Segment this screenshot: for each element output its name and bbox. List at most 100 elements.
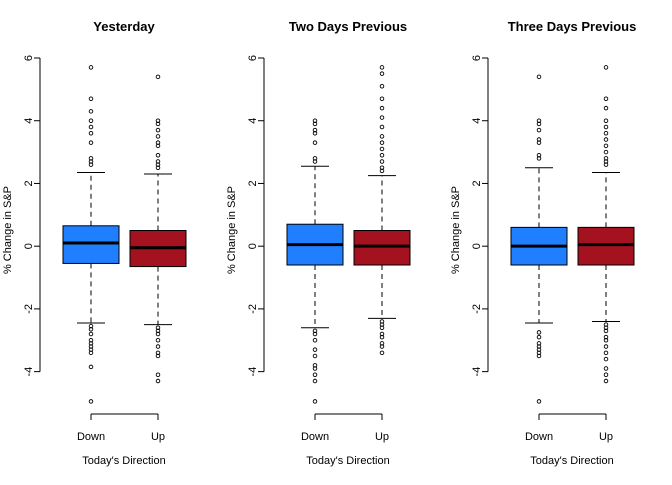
outlier-point [379, 65, 385, 70]
outlier-point [155, 331, 161, 337]
y-tick-label: -4 [471, 367, 483, 377]
outlier-point [88, 331, 94, 337]
outlier-point [536, 74, 542, 80]
outlier-point [379, 319, 385, 324]
outlier-point [88, 344, 94, 349]
outlier-point [88, 118, 94, 123]
outlier-point [603, 334, 609, 340]
outlier-point [379, 124, 385, 130]
y-tick-label: -2 [471, 304, 483, 314]
outlier-point [155, 121, 161, 127]
outlier-point [155, 152, 161, 158]
outlier-point [536, 118, 542, 123]
outlier-point [379, 325, 385, 330]
y-tick-label: 4 [247, 118, 259, 124]
iqr-box [353, 230, 411, 266]
outlier-point [603, 118, 609, 123]
outlier-point [312, 331, 318, 337]
outlier-point [603, 325, 609, 330]
y-tick-label: -2 [23, 304, 35, 314]
y-tick-label: -2 [247, 304, 259, 314]
y-tick-label: 0 [247, 243, 259, 249]
outlier-point [88, 323, 94, 329]
outlier-point [536, 121, 542, 127]
outlier-point [536, 156, 542, 161]
outlier-point [312, 159, 318, 164]
outlier-point [312, 131, 318, 136]
outlier-point [603, 338, 609, 343]
outlier-point [155, 159, 161, 164]
outlier-point [88, 162, 94, 167]
outlier-point [312, 366, 318, 371]
outlier-point [603, 344, 609, 349]
outlier-point [536, 399, 542, 404]
x-tick-label: Down [301, 431, 329, 443]
y-tick-label: 2 [247, 180, 259, 186]
iqr-box [62, 225, 120, 264]
outlier-point [603, 156, 609, 161]
outlier-point [88, 156, 94, 161]
outlier-point [603, 105, 609, 111]
outlier-point [536, 330, 542, 335]
outlier-point [88, 159, 94, 164]
outlier-point [312, 121, 318, 127]
box-up [353, 65, 411, 356]
outlier-point [155, 127, 161, 133]
y-tick-label: 6 [471, 55, 483, 61]
outlier-point [603, 96, 609, 102]
outlier-point [155, 372, 161, 378]
outlier-point [312, 338, 318, 343]
outlier-point [379, 165, 385, 171]
outlier-point [155, 328, 161, 334]
outlier-point [379, 344, 385, 349]
outlier-point [155, 165, 161, 171]
outlier-point [536, 341, 542, 346]
box-up [577, 65, 635, 384]
outlier-point [379, 105, 385, 111]
y-tick-label: -4 [23, 367, 35, 377]
outlier-point [379, 115, 385, 120]
panel-title: Two Days Previous [289, 19, 407, 34]
outlier-point [155, 143, 161, 149]
outlier-point [88, 131, 94, 136]
outlier-point [312, 372, 318, 378]
outlier-point [155, 118, 161, 123]
outlier-point [312, 127, 318, 133]
outlier-point [88, 399, 94, 404]
outlier-point [312, 378, 318, 384]
x-tick-label: Up [375, 431, 389, 443]
outlier-point [155, 325, 161, 330]
outlier-point [312, 353, 318, 359]
outlier-point [536, 347, 542, 352]
outlier-point [603, 131, 609, 136]
outlier-point [155, 353, 161, 359]
outlier-point [536, 140, 542, 145]
box-up [129, 74, 187, 384]
x-axis-label: Today's Direction [306, 455, 389, 467]
outlier-point [312, 399, 318, 404]
y-tick-label: 0 [471, 243, 483, 249]
y-tick-label: 6 [247, 55, 259, 61]
outlier-point [312, 363, 318, 368]
outlier-point [603, 372, 609, 378]
panel-title: Three Days Previous [508, 19, 637, 34]
outlier-point [155, 338, 161, 343]
y-axis-label: % Change in S&P [450, 186, 462, 274]
y-tick-label: 2 [471, 180, 483, 186]
outlier-point [312, 347, 318, 352]
panel-title: Yesterday [93, 19, 155, 34]
x-tick-label: Up [599, 431, 613, 443]
outlier-point [379, 152, 385, 158]
outlier-point [536, 350, 542, 356]
outlier-point [603, 350, 609, 356]
outlier-point [155, 134, 161, 139]
outlier-point [536, 344, 542, 349]
outlier-point [603, 124, 609, 130]
outlier-point [536, 334, 542, 340]
outlier-point [603, 143, 609, 149]
outlier-point [536, 137, 542, 142]
outlier-point [379, 322, 385, 327]
outlier-point [379, 71, 385, 76]
box-down [286, 118, 344, 404]
